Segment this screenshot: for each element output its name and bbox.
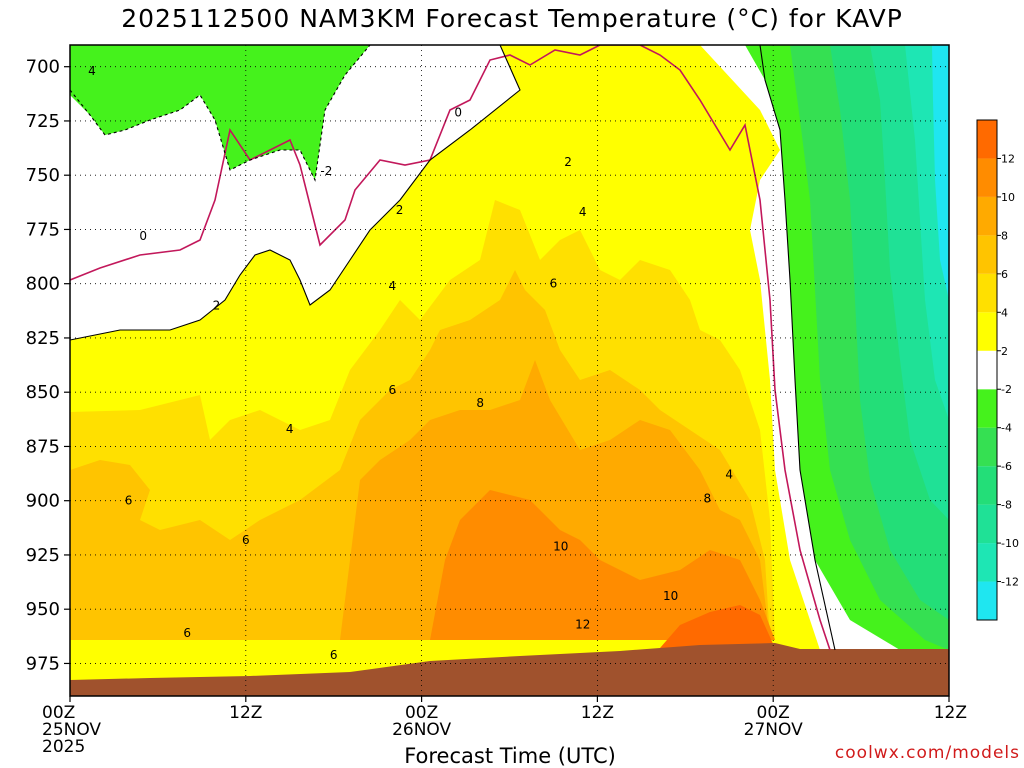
contour-label: 4: [388, 279, 396, 293]
contour-label: 4: [286, 422, 294, 436]
contour-label: 2: [564, 155, 572, 169]
colorbar-swatch: [977, 312, 997, 351]
colorbar-swatch: [977, 158, 997, 197]
y-tick-label: 900: [26, 491, 60, 512]
contour-label: 4: [88, 64, 96, 78]
x-axis-label: Forecast Time (UTC): [404, 744, 616, 768]
freezing-line: [70, 45, 831, 651]
y-tick-label: 750: [26, 165, 60, 186]
y-tick-label: 950: [26, 599, 60, 620]
colorbar-label: -2: [1001, 383, 1012, 396]
contour-label: 6: [183, 626, 191, 640]
contour-label: 0: [454, 105, 462, 119]
chart-title: 2025112500 NAM3KM Forecast Temperature (…: [121, 4, 903, 33]
colorbar-swatch: [977, 273, 997, 313]
colorbar-swatch: [977, 389, 997, 428]
colorbar-label: -12: [1001, 576, 1019, 589]
contour-label: 10: [553, 539, 568, 553]
temperature-fill: [70, 45, 949, 696]
x-tick-label: 2025: [42, 737, 85, 757]
colorbar-label: 10: [1001, 191, 1015, 204]
colorbar-swatch: [977, 543, 997, 582]
colorbar-swatch: [977, 120, 997, 159]
colorbar-swatch: [977, 581, 997, 620]
colorbar-swatch: [977, 427, 997, 467]
contour-label: 2: [396, 203, 404, 217]
y-tick-label: 825: [26, 328, 60, 349]
colorbar-label: 4: [1001, 306, 1008, 319]
colorbar-label: 2: [1001, 345, 1008, 358]
contour-label: 6: [125, 494, 133, 508]
colorbar-label: 8: [1001, 229, 1008, 242]
colorbar-swatch: [977, 196, 997, 236]
y-tick-label: 875: [26, 436, 60, 457]
y-tick-label: 700: [26, 57, 60, 78]
contour-label: 4: [579, 205, 587, 219]
contour-label: 6: [550, 277, 558, 291]
contour-label: 4: [725, 468, 733, 482]
colorbar-label: -4: [1001, 422, 1012, 435]
x-tick-label: 00Z: [405, 703, 438, 723]
contour-label: 2: [213, 298, 221, 312]
contour-label: 0: [139, 229, 147, 243]
y-tick-label: 975: [26, 653, 60, 674]
colorbar-label: -8: [1001, 499, 1012, 512]
y-tick-label: 925: [26, 545, 60, 566]
contour-label: -2: [320, 164, 332, 178]
contour-label: 6: [330, 648, 338, 662]
contour-label: 6: [242, 533, 250, 547]
contour-labels: 4 -2 0 0 2 2 2 4 4 4 4 6 6 6 6 6 6 8 8 10 10 12: [88, 64, 733, 662]
colorbar-label: -6: [1001, 460, 1012, 473]
colorbar: -12 -10 -8 -6 -4 -2 2 4 6 8 10 12: [976, 119, 1019, 621]
colorbar-frame: [976, 119, 998, 621]
y-tick-label: 725: [26, 111, 60, 132]
plot-frame: [69, 44, 950, 697]
contour-label: 8: [476, 396, 484, 410]
y-axis: 700 725 750 775 800 825 850 875 900 925 950 975: [26, 57, 70, 674]
x-tick-label: 27NOV: [744, 720, 803, 740]
y-tick-label: 800: [26, 274, 60, 295]
x-tick-label: 00Z: [42, 703, 75, 723]
x-tick-label: 12Z: [229, 703, 262, 723]
contour-label: 10: [663, 589, 678, 603]
y-tick-label: 850: [26, 382, 60, 403]
y-tick-label: 775: [26, 219, 60, 240]
colorbar-label: -10: [1001, 537, 1019, 550]
x-tick-label: 25NOV: [42, 720, 101, 740]
contour-lines: [70, 45, 836, 651]
colorbar-label: 6: [1001, 268, 1008, 281]
colorbar-label: 12: [1001, 152, 1015, 165]
contour-label: 6: [388, 383, 396, 397]
colorbar-swatch: [977, 235, 997, 274]
x-tick-label: 12Z: [934, 703, 967, 723]
contour-label: 12: [575, 617, 590, 631]
terrain: [70, 643, 949, 696]
contour-label: 8: [703, 492, 711, 506]
x-tick-label: 26NOV: [392, 720, 451, 740]
x-tick-label: 00Z: [757, 703, 790, 723]
colorbar-swatch: [977, 504, 997, 544]
colorbar-swatch: [977, 350, 997, 390]
colorbar-swatch: [977, 466, 997, 505]
x-tick-label: 12Z: [581, 703, 614, 723]
credit-link[interactable]: coolwx.com/models: [834, 743, 1020, 763]
